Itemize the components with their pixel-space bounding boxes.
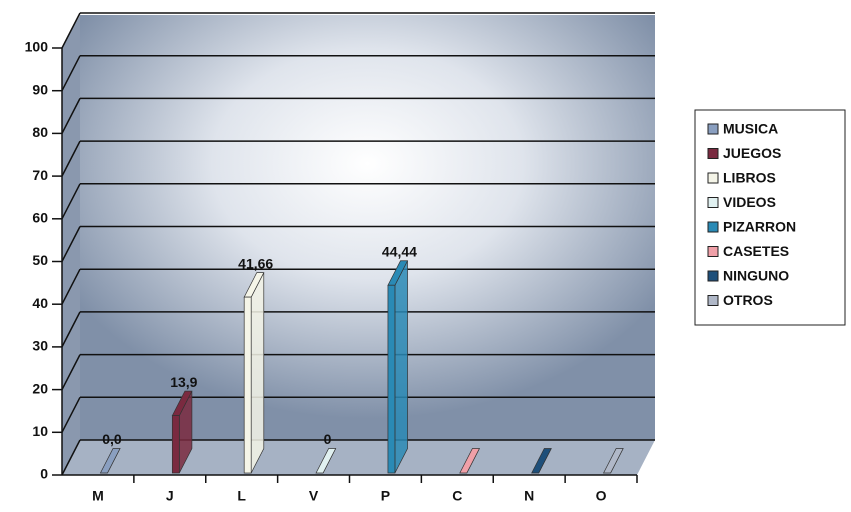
grid-line [61,98,81,134]
legend-label: PIZARRON [723,219,796,235]
grid-line [61,311,81,348]
legend [694,109,846,326]
legend-swatch [707,221,719,233]
grid-line [61,183,81,220]
bar [171,415,180,474]
grid-line [61,140,81,177]
grid-line [61,268,81,305]
y-tick-label: 0 [40,466,48,482]
y-tick-label: 60 [32,210,48,226]
bar [387,284,396,474]
legend-label: JUEGOS [723,145,781,161]
legend-swatch [707,246,719,257]
grid-line [61,396,81,433]
y-tick-label: 70 [32,167,48,183]
y-tick-label: 50 [32,252,48,268]
bar [243,296,252,474]
value-label: 13,9 [170,374,197,390]
y-tick-label: 10 [32,423,48,439]
x-tick-label: J [166,488,174,504]
legend-label: LIBROS [723,170,776,186]
y-tick-label: 80 [32,124,48,140]
legend-label: CASETES [723,243,789,259]
grid-line [61,55,81,92]
y-tick-label: 20 [32,380,48,396]
legend-swatch [707,172,719,184]
legend-label: NINGUNO [723,268,789,284]
grid-line [61,439,81,476]
bar-top [315,448,337,474]
x-tick-label: O [596,488,607,504]
bar-top [459,448,480,474]
legend-label: OTROS [723,292,773,308]
floor [62,440,655,475]
y-tick-label: 30 [32,338,48,354]
y-tick-label: 40 [32,295,48,311]
bar-top [602,448,624,474]
x-tick-label: V [309,488,319,504]
bar-side [250,272,265,474]
bar-side [394,260,408,474]
legend-swatch [707,295,719,306]
legend-swatch [707,148,719,159]
bar-top [531,448,552,474]
legend-swatch [707,123,719,135]
x-tick-label: N [524,488,534,504]
bar-top [99,448,121,474]
grid-line [61,12,81,49]
y-tick-label: 90 [32,81,48,97]
grid-line [61,226,81,262]
legend-label: MUSICA [723,121,778,137]
back-wall [80,15,655,440]
x-tick-label: C [452,488,462,504]
x-tick-label: L [237,488,246,504]
value-label: 0 [324,431,332,447]
legend-swatch [707,270,719,282]
value-label: 41,66 [238,255,273,271]
grid-line [61,354,81,390]
x-tick-label: P [381,488,390,504]
legend-swatch [707,197,719,208]
y-tick-label: 100 [25,39,49,55]
x-tick-label: M [92,488,104,504]
value-label: 0,0 [102,431,122,447]
value-label: 44,44 [382,243,417,259]
legend-label: VIDEOS [723,194,776,210]
